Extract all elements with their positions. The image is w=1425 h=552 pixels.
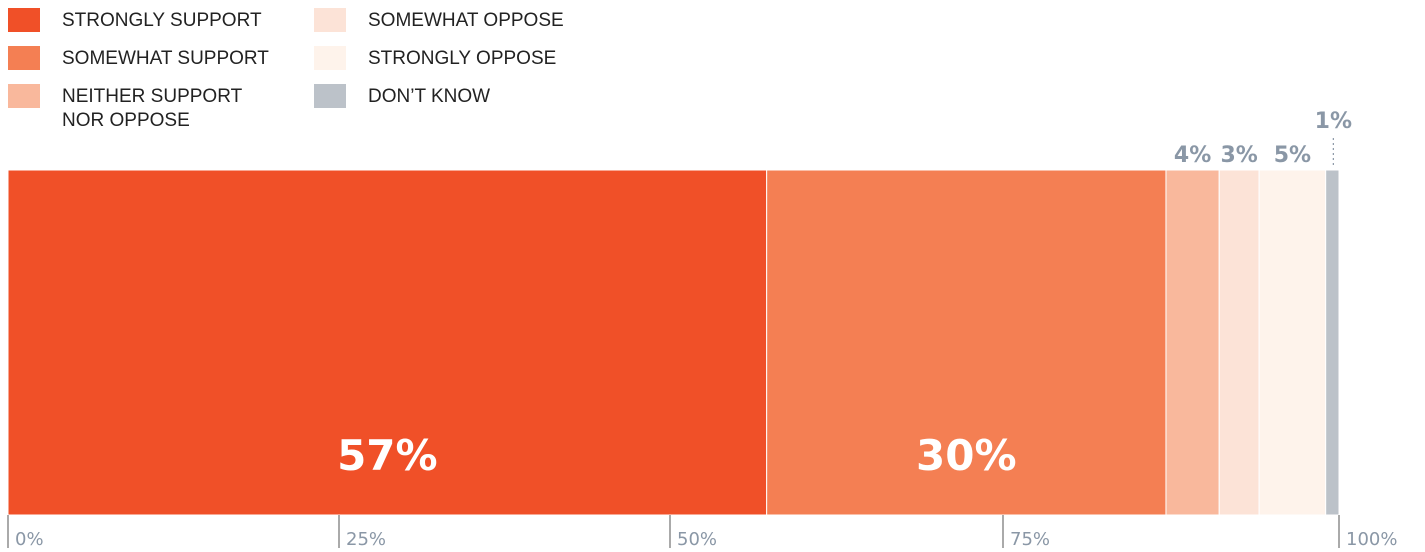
tick-label-2: 50% bbox=[677, 529, 717, 550]
value-label-4: 5% bbox=[1274, 143, 1311, 168]
bar-segment-4 bbox=[1258, 169, 1327, 516]
legend-label-0: STRONGLY SUPPORT bbox=[62, 10, 262, 31]
tick-label-3: 75% bbox=[1010, 529, 1050, 550]
legend-label-5: DON’T KNOW bbox=[368, 86, 491, 107]
tick-label-4: 100% bbox=[1346, 529, 1397, 550]
legend-swatch-5 bbox=[314, 84, 346, 108]
bar-segment-2 bbox=[1165, 169, 1220, 516]
tick-label-0: 0% bbox=[15, 529, 44, 550]
value-label-3: 3% bbox=[1220, 143, 1257, 168]
bar-segment-1 bbox=[766, 169, 1167, 516]
legend-swatch-0 bbox=[8, 8, 40, 32]
value-label-2: 4% bbox=[1174, 143, 1211, 168]
bar-segment-5 bbox=[1325, 169, 1340, 516]
legend: STRONGLY SUPPORT SOMEWHAT SUPPORT NEITHER … bbox=[0, 0, 700, 140]
value-label-0: 57% bbox=[337, 431, 438, 480]
value-label-1: 30% bbox=[916, 431, 1017, 480]
tick-label-1: 25% bbox=[346, 529, 386, 550]
bar-segment-0 bbox=[7, 169, 768, 516]
legend-label-2: NEITHER SUPPORT NOR OPPOSE bbox=[62, 86, 243, 131]
legend-label-3: SOMEWHAT OPPOSE bbox=[368, 10, 564, 31]
value-label-5: 1% bbox=[1315, 109, 1352, 134]
legend-swatch-4 bbox=[314, 46, 346, 70]
legend-swatch-1 bbox=[8, 46, 40, 70]
legend-label-4: STRONGLY OPPOSE bbox=[368, 48, 557, 69]
legend-swatch-2 bbox=[8, 84, 40, 108]
legend-label-1: SOMEWHAT SUPPORT bbox=[62, 48, 269, 69]
bar-segment-3 bbox=[1218, 169, 1260, 516]
legend-swatch-3 bbox=[314, 8, 346, 32]
